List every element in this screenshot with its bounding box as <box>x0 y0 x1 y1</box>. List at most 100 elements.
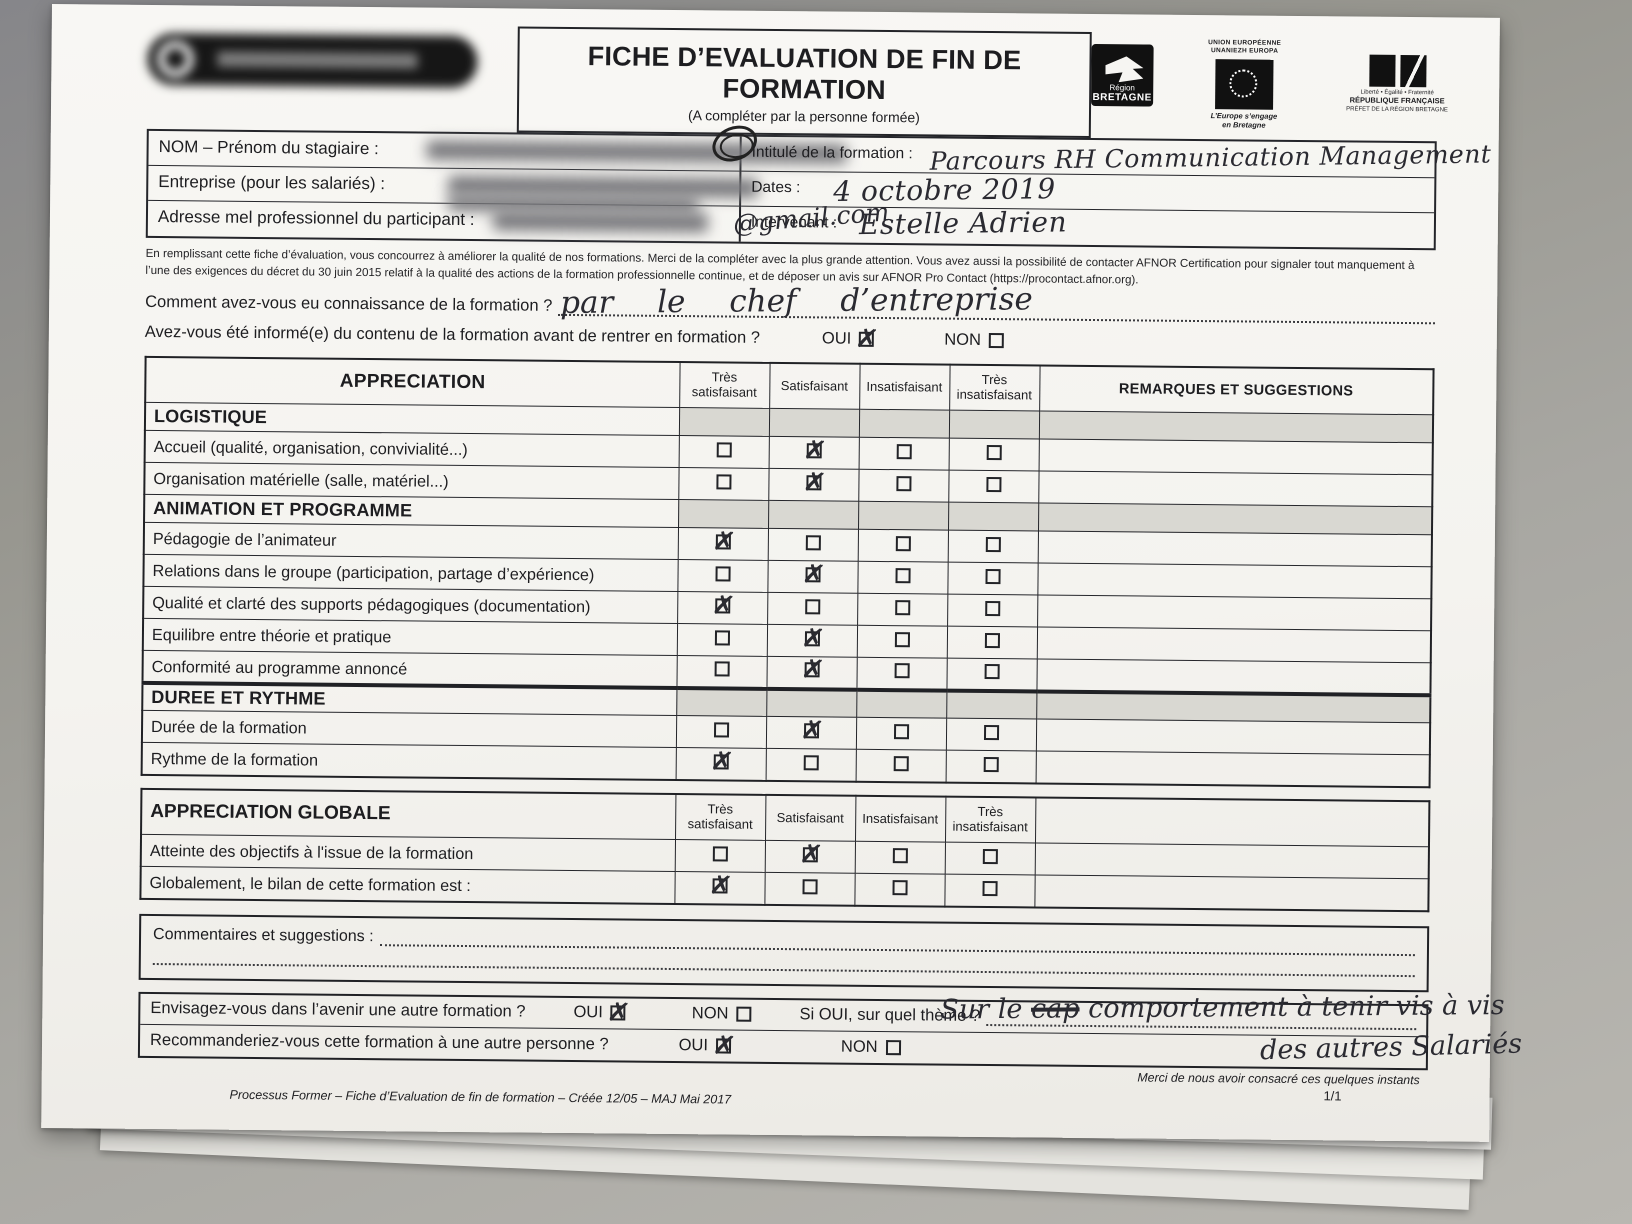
row-label: Qualité et clarté des supports pédagogiq… <box>143 586 678 624</box>
future-oui-checkbox-checked[interactable] <box>610 1005 626 1021</box>
rating-checkbox-Satisfaisant[interactable] <box>803 754 819 770</box>
rating-checkbox-Très satisfaisant[interactable] <box>716 442 732 458</box>
row-label: Atteinte des objectifs à l'issue de la f… <box>140 834 676 872</box>
future-non-checkbox[interactable] <box>736 1006 752 1023</box>
remarks-cell[interactable] <box>1035 751 1430 788</box>
marianne-icon <box>1333 54 1461 88</box>
recommandation-label: Recommanderiez-vous cette formation à un… <box>149 1030 609 1054</box>
field-adresse-mel: Adresse mel professionnel du participant… <box>148 201 739 242</box>
rating-checkbox-Très insatisfaisant[interactable] <box>984 664 1000 680</box>
evaluation-form-page: FICHE D’EVALUATION DE FIN DE FORMATION (… <box>41 4 1522 1142</box>
rating-checkbox-Très satisfaisant[interactable] <box>714 661 730 677</box>
row-label: Pédagogie de l’animateur <box>143 522 679 560</box>
remarks-cell[interactable] <box>1035 719 1431 756</box>
rating-checkbox-checked-Satisfaisant[interactable] <box>805 475 822 491</box>
question-informe-label: Avez-vous été informé(e) du contenu de l… <box>144 322 761 347</box>
global-title: APPRECIATION GLOBALE <box>141 788 676 840</box>
row-label: Organisation matérielle (salle, matériel… <box>144 462 679 500</box>
eu-stars-icon <box>1229 69 1258 98</box>
rating-checkbox-Satisfaisant[interactable] <box>805 535 821 551</box>
rating-column-header: Très insatisfaisant <box>949 364 1040 412</box>
rating-checkbox-Très insatisfaisant[interactable] <box>981 880 998 896</box>
rating-checkbox-Insatisfaisant[interactable] <box>892 847 908 864</box>
remarks-cell[interactable] <box>1038 471 1433 508</box>
field-nom: NOM – Prénom du stagiaire : <box>148 130 847 172</box>
rating-checkbox-Insatisfaisant[interactable] <box>896 443 912 460</box>
rating-checkbox-checked-Satisfaisant[interactable] <box>802 847 818 863</box>
non-label: NON <box>944 330 982 349</box>
rating-checkbox-Très insatisfaisant[interactable] <box>985 476 1002 492</box>
theme-handwriting-line1: Sur le cap comportement à tenir vis à vi… <box>940 989 1505 1026</box>
row-label: Globalement, le bilan de cette formation… <box>140 866 675 904</box>
rating-checkbox-checked-Très satisfaisant[interactable] <box>713 753 729 770</box>
rating-checkbox-Insatisfaisant[interactable] <box>893 755 909 771</box>
rating-checkbox-Très insatisfaisant[interactable] <box>983 756 999 772</box>
remarks-cell[interactable] <box>1034 875 1429 912</box>
recommend-oui-checkbox-checked[interactable] <box>715 1038 732 1054</box>
remarks-cell[interactable] <box>1037 531 1432 568</box>
comments-label: Commentaires et suggestions : <box>152 925 374 945</box>
rating-column-header: Très satisfaisant <box>675 793 766 841</box>
rating-checkbox-Insatisfaisant[interactable] <box>895 475 912 492</box>
remarks-cell[interactable] <box>1038 439 1433 476</box>
footer-reference: Processus Former – Fiche d’Evaluation de… <box>229 1087 732 1107</box>
crossed-out-word: cap <box>1030 993 1080 1025</box>
rating-checkbox-Satisfaisant[interactable] <box>804 599 820 615</box>
rating-checkbox-Très insatisfaisant[interactable] <box>982 848 998 864</box>
rating-checkbox-checked-Satisfaisant[interactable] <box>803 723 819 739</box>
appreciation-header: APPRECIATION <box>145 356 680 408</box>
rating-checkbox-checked-Satisfaisant[interactable] <box>804 567 821 583</box>
rating-checkbox-checked-Très satisfaisant[interactable] <box>711 877 728 894</box>
rating-checkbox-Insatisfaisant[interactable] <box>895 535 911 552</box>
rating-checkbox-Insatisfaisant[interactable] <box>891 879 908 895</box>
remarks-cell[interactable] <box>1037 563 1432 600</box>
rating-checkbox-checked-Satisfaisant[interactable] <box>806 443 822 459</box>
row-label: Accueil (qualité, organisation, convivia… <box>144 430 679 468</box>
rating-checkbox-Très satisfaisant[interactable] <box>714 630 730 646</box>
remarks-cell[interactable] <box>1036 659 1431 696</box>
rating-checkbox-Insatisfaisant[interactable] <box>894 599 910 616</box>
oui-checkbox-checked[interactable] <box>859 331 875 347</box>
recommend-non-checkbox[interactable] <box>885 1039 901 1055</box>
rating-checkbox-Insatisfaisant[interactable] <box>893 723 909 740</box>
dates-label: Dates : <box>751 178 801 197</box>
rating-checkbox-Satisfaisant[interactable] <box>801 878 818 894</box>
question-connaissance-label: Comment avez-vous eu connaissance de la … <box>145 292 553 315</box>
rating-checkbox-checked-Très satisfaisant[interactable] <box>715 534 731 550</box>
region-bretagne-logo: Région BRETAGNE <box>1091 43 1156 129</box>
rating-checkbox-Insatisfaisant[interactable] <box>894 631 910 648</box>
oui-label: OUI <box>821 329 852 348</box>
partner-logos: Région BRETAGNE UNION EUROPÉENNE UNANIEZ… <box>1091 32 1462 132</box>
non-checkbox[interactable] <box>988 332 1005 348</box>
rating-checkbox-checked-Satisfaisant[interactable] <box>804 662 820 678</box>
autre-formation-label: Envisagez-vous dans l’avenir une autre f… <box>150 999 526 1021</box>
rating-checkbox-Très satisfaisant[interactable] <box>713 722 729 738</box>
form-title: FICHE D’EVALUATION DE FIN DE FORMATION <box>587 41 1022 106</box>
appreciation-table: APPRECIATION Très satisfaisant Satisfaisan… <box>140 355 1435 789</box>
rating-checkbox-Insatisfaisant[interactable] <box>894 663 910 679</box>
republique-francaise-logo: Liberté • Égalité • Fraternité RÉPUBLIQU… <box>1333 54 1462 132</box>
rating-checkbox-Très insatisfaisant[interactable] <box>984 600 1000 616</box>
rating-checkbox-checked-Très satisfaisant[interactable] <box>714 598 730 614</box>
rating-checkbox-Très satisfaisant[interactable] <box>712 846 728 862</box>
rating-checkbox-Très satisfaisant[interactable] <box>714 566 731 582</box>
question-informe: Avez-vous été informé(e) du contenu de l… <box>145 323 1435 354</box>
trainee-info-block: NOM – Prénom du stagiaire : Entreprise (… <box>145 119 1492 251</box>
rating-checkbox-checked-Satisfaisant[interactable] <box>804 631 820 647</box>
rating-checkbox-Très insatisfaisant[interactable] <box>986 444 1002 460</box>
intitule-handwriting: Parcours RH Communication Management <box>929 139 1492 176</box>
rating-checkbox-Très insatisfaisant[interactable] <box>984 632 1000 648</box>
rating-checkbox-Très insatisfaisant[interactable] <box>983 724 999 740</box>
redacted-adresse-value <box>492 211 709 233</box>
rating-checkbox-Très insatisfaisant[interactable] <box>985 536 1001 552</box>
intitule-label: Intitulé de la formation : <box>751 143 913 163</box>
bretagne-flag-icon <box>1105 56 1143 82</box>
eu-logo: UNION EUROPÉENNE UNANIEZH EUROPA L’Europ… <box>1208 39 1282 130</box>
remarks-cell[interactable] <box>1036 627 1432 664</box>
remarks-cell[interactable] <box>1037 595 1432 632</box>
rating-checkbox-Insatisfaisant[interactable] <box>894 567 911 584</box>
rating-checkbox-Très satisfaisant[interactable] <box>715 474 732 490</box>
remarks-cell[interactable] <box>1034 843 1429 880</box>
rating-checkbox-Très insatisfaisant[interactable] <box>984 568 1001 584</box>
form-footer: Processus Former – Fiche d’Evaluation de… <box>137 1087 1427 1113</box>
